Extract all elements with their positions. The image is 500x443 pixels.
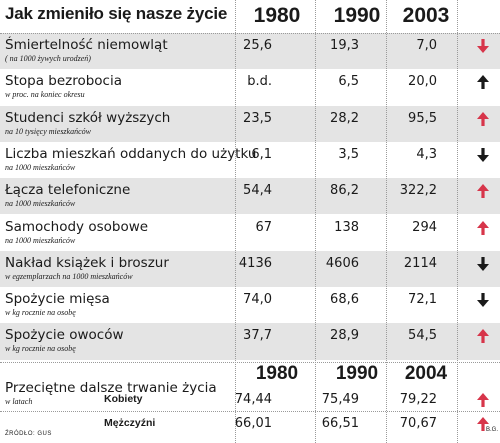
trend-down-arrow-icon (477, 147, 489, 162)
row-unit: na 1000 mieszkańców (5, 162, 76, 172)
source-note: ŹRÓDŁO: GUS (5, 431, 52, 437)
column-header-1990: 1990 (335, 363, 379, 384)
row-value-1990: 28,9 (330, 328, 359, 344)
row-value-2003: 294 (412, 219, 437, 235)
row-divider (0, 411, 500, 412)
trend-down-arrow-icon (477, 256, 489, 271)
row-divider (0, 33, 500, 34)
life-expectancy-value-1980: 74,44 (234, 392, 272, 407)
row-label: Liczba mieszkań oddanych do użytku (5, 145, 257, 162)
column-header-1990: 1990 (333, 4, 381, 27)
row-value-1980: 74,0 (243, 292, 272, 308)
row-unit: na 1000 mieszkańców (5, 235, 76, 245)
table-row: Studenci szkół wyższych na 10 tysięcy mie… (0, 105, 500, 142)
row-value-2003: 2114 (403, 255, 437, 271)
row-label: Nakład książek i broszur (5, 254, 169, 271)
row-value-1980: 37,7 (243, 328, 272, 344)
table-row: Śmiertelność niemowląt( na 1000 żywych u… (0, 33, 500, 70)
row-value-1990: 3,5 (338, 146, 359, 162)
table-row: Stopa bezrobocia w proc. na koniec okresu… (0, 69, 500, 105)
row-divider (0, 362, 500, 363)
row-value-2003: 54,5 (408, 328, 437, 344)
life-expectancy-value-1990: 75,49 (321, 392, 359, 407)
trend-up-arrow-icon (477, 417, 489, 431)
table-row: Spożycie owoców w kg rocznie na osobę 37,7… (0, 323, 500, 360)
row-value-2003: 7,0 (416, 38, 437, 53)
table-row: Łącza telefoniczne na 1000 mieszkańców 54,… (0, 178, 500, 215)
row-label: Spożycie owoców (5, 327, 124, 344)
table-row: Liczba mieszkań oddanych do użytku na 100… (0, 142, 500, 178)
trend-up-arrow-icon (477, 393, 489, 407)
row-value-1990: 19,3 (330, 38, 359, 53)
row-label: Łącza telefoniczne (5, 182, 131, 199)
row-label: Śmiertelność niemowląt (5, 37, 168, 53)
column-divider (315, 0, 316, 443)
life-expectancy-value-1990: 66,51 (321, 416, 359, 431)
row-unit: w kg rocznie na osobę (5, 308, 76, 318)
trend-down-arrow-icon (477, 39, 489, 53)
life-expectancy-value-2004: 79,22 (399, 392, 437, 407)
row-unit: ( na 1000 żywych urodzeń) (5, 54, 91, 63)
row-value-1990: 68,6 (330, 292, 359, 308)
life-expectancy-value-1980: 66,01 (234, 416, 272, 431)
row-value-1990: 28,2 (330, 110, 359, 126)
row-value-2003: 322,2 (399, 183, 437, 199)
column-header-1980: 1980 (255, 363, 299, 384)
row-value-2003: 72,1 (408, 292, 437, 308)
column-divider (457, 0, 458, 443)
row-value-2003: 95,5 (408, 110, 437, 126)
row-value-1980: 54,4 (243, 183, 272, 199)
row-unit: na 1000 mieszkańców (5, 199, 76, 209)
life-expectancy-row-label: Mężczyźni (104, 417, 156, 429)
life-expectancy-label: Przeciętne dalsze trwanie życia (5, 380, 217, 396)
table-row: Spożycie mięsa w kg rocznie na osobę 74,0 6… (0, 287, 500, 323)
row-label: Spożycie mięsa (5, 291, 110, 308)
row-unit: na 10 tysięcy mieszkańców (5, 126, 91, 136)
row-unit: w egzemplarzach na 1000 mieszkańców (5, 271, 133, 281)
row-unit: w kg rocznie na osobę (5, 344, 76, 354)
row-label: Samochody osobowe (5, 218, 149, 235)
trend-up-arrow-icon (477, 184, 489, 199)
table-row: Samochody osobowe na 1000 mieszkańców 67 13… (0, 215, 500, 251)
column-divider (386, 0, 387, 443)
row-label: Stopa bezrobocia (5, 73, 123, 90)
row-value-1990: 6,5 (338, 74, 359, 90)
life-expectancy-unit: w latach (5, 397, 33, 406)
row-value-1980: 25,6 (243, 38, 272, 53)
author-credit: B.G. (486, 427, 499, 433)
column-header-2003: 2003 (402, 4, 450, 27)
row-unit: w proc. na koniec okresu (5, 90, 85, 100)
trend-down-arrow-icon (477, 293, 489, 308)
row-value-1980: 67 (255, 219, 272, 235)
row-value-1980: 4136 (238, 255, 272, 271)
row-value-1980: b.d. (247, 74, 272, 90)
row-value-2003: 4,3 (416, 146, 437, 162)
row-value-1990: 138 (334, 219, 359, 235)
row-label: Studenci szkół wyższych (5, 109, 171, 126)
row-value-1990: 86,2 (330, 183, 359, 199)
trend-up-arrow-icon (477, 75, 489, 90)
trend-up-arrow-icon (477, 111, 489, 126)
table-row: Nakład książek i broszur w egzemplarzach … (0, 250, 500, 288)
row-value-1990: 4606 (325, 255, 359, 271)
table-title: Jak zmieniło się nasze życie (5, 4, 228, 23)
trend-up-arrow-icon (477, 220, 489, 235)
column-divider (235, 0, 236, 443)
life-expectancy-row-label: Kobiety (104, 393, 143, 405)
trend-up-arrow-icon (477, 329, 489, 344)
row-value-2003: 20,0 (408, 74, 437, 90)
column-header-1980: 1980 (253, 4, 301, 27)
row-value-1980: 6,1 (251, 146, 272, 162)
row-value-1980: 23,5 (243, 110, 272, 126)
column-header-2004: 2004 (404, 363, 448, 384)
life-expectancy-value-2004: 70,67 (399, 416, 437, 431)
